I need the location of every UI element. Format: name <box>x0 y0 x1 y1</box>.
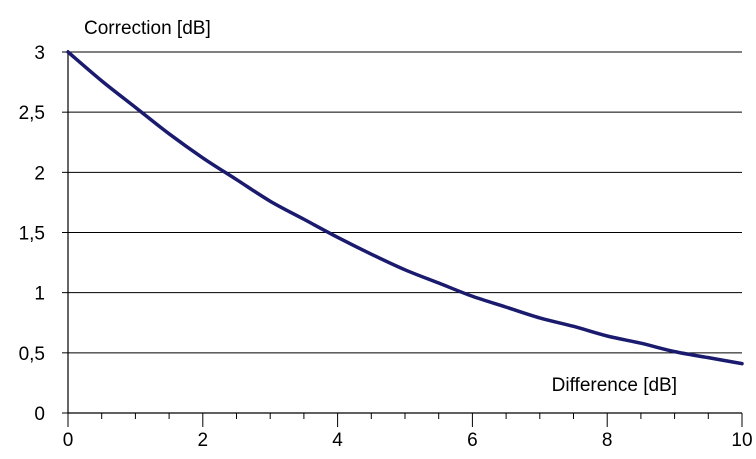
y-tick-labels: 0 0,5 1 1,5 2 2,5 3 <box>19 43 45 425</box>
series-group <box>66 50 744 366</box>
y-tick-label-2: 1 <box>34 284 45 305</box>
grid-lines <box>68 51 742 354</box>
x-tick-labels: 0 2 4 6 8 10 <box>63 430 753 451</box>
x-tick-label-2: 4 <box>332 430 343 451</box>
x-tick-label-4: 8 <box>602 430 613 451</box>
y-tick-label-4: 2 <box>34 163 45 184</box>
tick-marks <box>62 51 743 427</box>
y-tick-label-5: 2,5 <box>19 103 45 124</box>
x-tick-label-5: 10 <box>731 430 752 451</box>
axes <box>67 50 742 414</box>
x-axis-title: Difference [dB] <box>552 375 677 396</box>
x-tick-label-0: 0 <box>63 430 74 451</box>
y-tick-label-1: 0,5 <box>19 344 45 365</box>
y-tick-label-3: 1,5 <box>19 224 45 245</box>
series-line-0 <box>66 50 744 366</box>
y-axis-title: Correction [dB] <box>84 18 211 39</box>
y-tick-label-6: 3 <box>34 43 45 64</box>
y-tick-label-0: 0 <box>34 404 45 425</box>
x-tick-label-1: 2 <box>198 430 209 451</box>
x-tick-label-3: 6 <box>467 430 478 451</box>
